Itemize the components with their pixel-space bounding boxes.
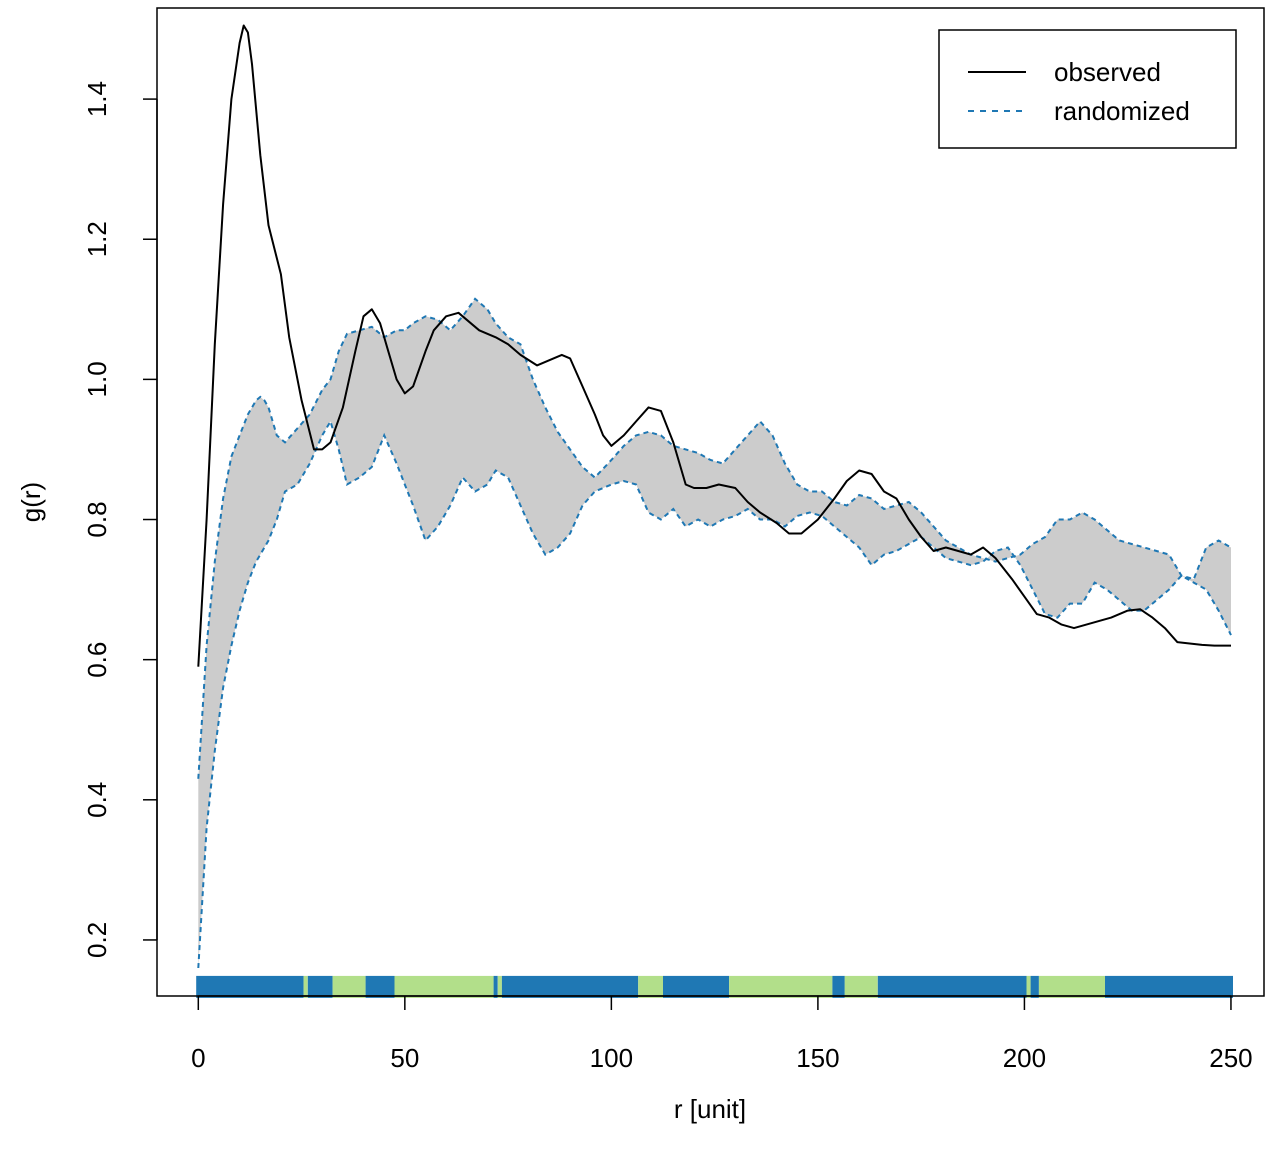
- rug-segment: [307, 975, 333, 998]
- rug-segment: [332, 975, 366, 998]
- rug-segment: [832, 975, 845, 998]
- randomized-lower-line: [197, 418, 1232, 969]
- legend-observed-label: observed: [1054, 57, 1161, 87]
- rug-segment: [497, 975, 502, 998]
- x-tick-label: 0: [191, 1043, 205, 1073]
- y-axis-label: g(r): [16, 482, 46, 522]
- rug-segment: [303, 975, 308, 998]
- rug-layer: [196, 975, 1233, 998]
- y-tick-label: 0.6: [82, 642, 112, 678]
- x-tick-label: 100: [590, 1043, 633, 1073]
- rug-segment: [1026, 975, 1031, 998]
- y-tick-label: 1.2: [82, 221, 112, 257]
- legend-box: [938, 29, 1237, 149]
- x-tick-label: 200: [1003, 1043, 1046, 1073]
- y-tick-label: 0.8: [82, 501, 112, 537]
- axis-layer: 0 50 100 150 200 250 0.2 0.4 0.6 0.8 1.0 1.2 1.4: [82, 81, 1253, 1073]
- observed-line: [197, 24, 1231, 667]
- x-tick-label: 50: [390, 1043, 419, 1073]
- x-axis-label: r [unit]: [674, 1094, 746, 1124]
- y-tick-label: 0.4: [82, 782, 112, 818]
- rug-segment: [493, 975, 498, 998]
- y-tick-label: 1.4: [82, 81, 112, 117]
- legend: observed randomized: [938, 29, 1237, 149]
- randomized-envelope-band: [198, 298, 1231, 968]
- y-tick-label: 0.2: [82, 922, 112, 958]
- rug-segment: [1030, 975, 1039, 998]
- rug-segment: [1038, 975, 1105, 998]
- x-tick-label: 150: [796, 1043, 839, 1073]
- x-tick-label: 250: [1209, 1043, 1252, 1073]
- rug-segment: [196, 975, 304, 998]
- rug-segment: [638, 975, 663, 998]
- y-tick-label: 1.0: [82, 361, 112, 397]
- rug-segment: [844, 975, 878, 998]
- legend-randomized-label: randomized: [1054, 96, 1190, 126]
- rug-segment: [877, 975, 1027, 998]
- rug-segment: [663, 975, 730, 998]
- rug-segment: [1105, 975, 1233, 998]
- rug-segment: [729, 975, 833, 998]
- rug-segment: [501, 975, 639, 998]
- envelope-band-layer: [198, 298, 1231, 968]
- rug-segment: [394, 975, 494, 998]
- rug-segment: [365, 975, 395, 998]
- line-layer: [197, 24, 1232, 969]
- randomized-upper-line: [197, 297, 1232, 779]
